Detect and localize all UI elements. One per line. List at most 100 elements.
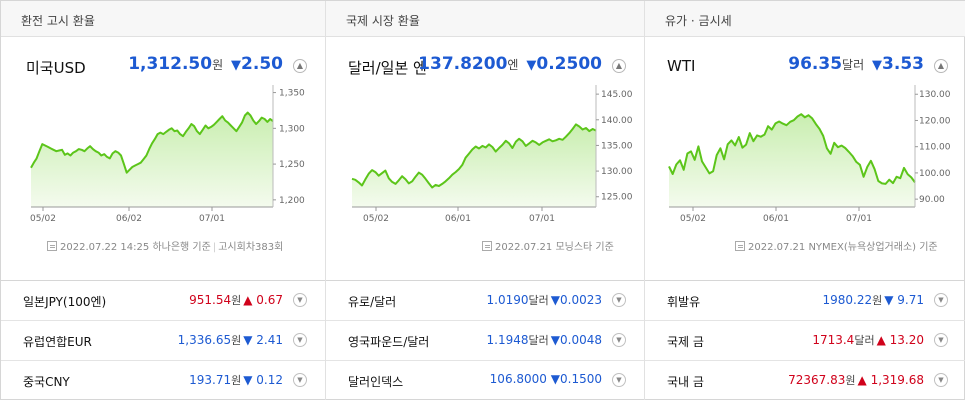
list-item[interactable]: 일본JPY(100엔) 951.54원 ▲ 0.67 ▼ — [1, 281, 325, 321]
chart-y-tick-label: 100.00 — [919, 169, 951, 179]
main-name[interactable]: 미국USD — [26, 59, 86, 77]
item-price: 1.0190 — [486, 293, 529, 307]
column-header[interactable]: 국제 시장 환율 — [326, 1, 644, 37]
chart-x-tick-label: 05/02 — [30, 214, 56, 224]
chart-y-tick-label: 1,200 — [279, 196, 305, 206]
item-name[interactable]: 달러인덱스 — [348, 375, 404, 389]
chart-y-tick-label: 145.00 — [601, 90, 633, 100]
collapse-chevron-icon[interactable]: ▲ — [612, 59, 626, 73]
source-line: 2022.07.21 NYMEX(뉴욕상업거래소) 기준 — [735, 238, 938, 253]
list-item[interactable]: 국내 금 72367.83원 ▲ 1,319.68 ▼ — [645, 361, 965, 400]
down-arrow-icon: ▼ — [550, 372, 560, 386]
main-price-value: 96.35 — [788, 54, 843, 74]
main-panel: 미국USD 1,312.50원 ▼2.50 ▲ 05/02 06/02 07/01 1… — [1, 37, 325, 280]
item-unit: 원 — [845, 374, 856, 387]
source-date: 2022.07.21 — [748, 242, 806, 253]
main-price: 96.35달러 ▼3.53 — [788, 54, 924, 74]
item-name[interactable]: 유로/달러 — [348, 295, 397, 309]
list-item[interactable]: 유럽연합EUR 1,336.65원 ▼ 2.41 ▼ — [1, 321, 325, 361]
item-name[interactable]: 국제 금 — [667, 335, 704, 349]
main-price-unit: 원 — [212, 58, 224, 72]
document-icon — [482, 241, 492, 251]
source-date: 2022.07.22 14:25 — [60, 242, 150, 253]
item-value: 1713.4달러 ▲ 13.20 — [812, 332, 924, 348]
chart-y-tick-label: 1,350 — [279, 89, 305, 99]
column-header[interactable]: 환전 고시 환율 — [1, 1, 325, 37]
source-line: 2022.07.21 모닝스타 기준 — [482, 238, 614, 253]
rate-chart: 05/02 06/02 07/01 1,350 1,300 1,250 1,200 — [30, 85, 305, 224]
chart-y-tick-label: 1,250 — [279, 160, 305, 170]
item-value: 193.71원 ▼ 0.12 — [189, 372, 283, 388]
up-arrow-icon: ▲ — [243, 293, 253, 307]
chart-x-tick-label: 06/01 — [445, 214, 471, 224]
item-price: 1.1948 — [486, 333, 529, 347]
item-unit: 원 — [872, 294, 883, 307]
item-name[interactable]: 유럽연합EUR — [23, 335, 92, 349]
down-arrow-icon: ▼ — [231, 58, 242, 73]
item-change-value: 0.0023 — [560, 293, 602, 307]
expand-chevron-icon[interactable]: ▼ — [612, 293, 626, 307]
chart-x-tick-label: 07/01 — [529, 214, 555, 224]
expand-chevron-icon[interactable]: ▼ — [934, 373, 948, 387]
source-extra: 고시회차383회 — [218, 242, 284, 253]
item-unit: 원 — [231, 294, 242, 307]
column-international-market: 국제 시장 환율 달러/일본 엔 137.8200엔 ▼0.2500 ▲ 05/… — [325, 1, 644, 400]
item-change: ▼ 2.41 — [243, 333, 283, 347]
chart-series-line — [668, 113, 916, 185]
list-item[interactable]: 중국CNY 193.71원 ▼ 0.12 ▼ — [1, 361, 325, 400]
item-name[interactable]: 국내 금 — [667, 375, 704, 389]
chart-x-tick-label: 06/02 — [116, 214, 142, 224]
item-unit: 달러 — [528, 334, 549, 347]
list-item[interactable]: 달러인덱스 106.8000 ▼0.1500 ▼ — [326, 361, 644, 400]
item-value: 1.1948달러 ▼0.0048 — [487, 332, 602, 348]
item-price: 1980.22 — [822, 293, 873, 307]
document-icon — [735, 241, 745, 251]
column-header[interactable]: 유가 · 금시세 — [645, 1, 965, 37]
collapse-chevron-icon[interactable]: ▲ — [934, 59, 948, 73]
expand-chevron-icon[interactable]: ▼ — [934, 333, 948, 347]
item-name[interactable]: 중국CNY — [23, 375, 70, 389]
chart-series-line — [30, 111, 274, 174]
expand-chevron-icon[interactable]: ▼ — [293, 333, 307, 347]
list-item[interactable]: 유로/달러 1.0190달러 ▼0.0023 ▼ — [326, 281, 644, 321]
sub-rates-list: 유로/달러 1.0190달러 ▼0.0023 ▼ 영국파운드/달러 1.1948달… — [326, 280, 644, 400]
item-change-value: 0.0048 — [560, 333, 602, 347]
expand-chevron-icon[interactable]: ▼ — [293, 293, 307, 307]
item-price: 951.54 — [189, 293, 232, 307]
item-change: ▲ 1,319.68 — [858, 373, 925, 387]
collapse-chevron-icon[interactable]: ▲ — [293, 59, 307, 73]
down-arrow-icon: ▼ — [884, 293, 894, 307]
item-change-value: 2.41 — [256, 333, 283, 347]
main-name[interactable]: WTI — [667, 57, 696, 75]
item-name[interactable]: 영국파운드/달러 — [348, 335, 430, 349]
expand-chevron-icon[interactable]: ▼ — [934, 293, 948, 307]
main-price-unit: 엔 — [507, 58, 519, 72]
item-price: 1713.4 — [812, 333, 855, 347]
item-name[interactable]: 휘발유 — [667, 295, 701, 309]
list-item[interactable]: 영국파운드/달러 1.1948달러 ▼0.0048 ▼ — [326, 321, 644, 361]
source-date: 2022.07.21 — [495, 242, 553, 253]
item-price: 193.71 — [189, 373, 232, 387]
item-price: 106.8000 — [489, 372, 547, 386]
item-change: ▼ 0.12 — [243, 373, 283, 387]
item-value: 951.54원 ▲ 0.67 — [189, 292, 283, 308]
expand-chevron-icon[interactable]: ▼ — [293, 373, 307, 387]
item-name[interactable]: 일본JPY(100엔) — [23, 295, 107, 309]
item-change-value: 13.20 — [889, 333, 924, 347]
source-provider: 모닝스타 기준 — [555, 242, 614, 253]
list-item[interactable]: 국제 금 1713.4달러 ▲ 13.20 ▼ — [645, 321, 965, 361]
down-arrow-icon: ▼ — [243, 333, 253, 347]
chart-x-tick-label: 05/02 — [363, 214, 389, 224]
chart-y-tick-label: 1,300 — [279, 124, 305, 134]
expand-chevron-icon[interactable]: ▼ — [612, 333, 626, 347]
main-name[interactable]: 달러/일본 엔 — [348, 59, 427, 77]
main-change: 2.50 — [241, 54, 283, 74]
item-unit: 원 — [231, 334, 242, 347]
chart-y-tick-label: 125.00 — [601, 193, 633, 203]
item-change: ▼0.1500 — [551, 372, 602, 386]
up-arrow-icon: ▲ — [857, 373, 867, 387]
list-item[interactable]: 휘발유 1980.22원 ▼ 9.71 ▼ — [645, 281, 965, 321]
item-change: ▲ 13.20 — [877, 333, 924, 347]
expand-chevron-icon[interactable]: ▼ — [612, 373, 626, 387]
chart-area-fill — [669, 114, 915, 207]
